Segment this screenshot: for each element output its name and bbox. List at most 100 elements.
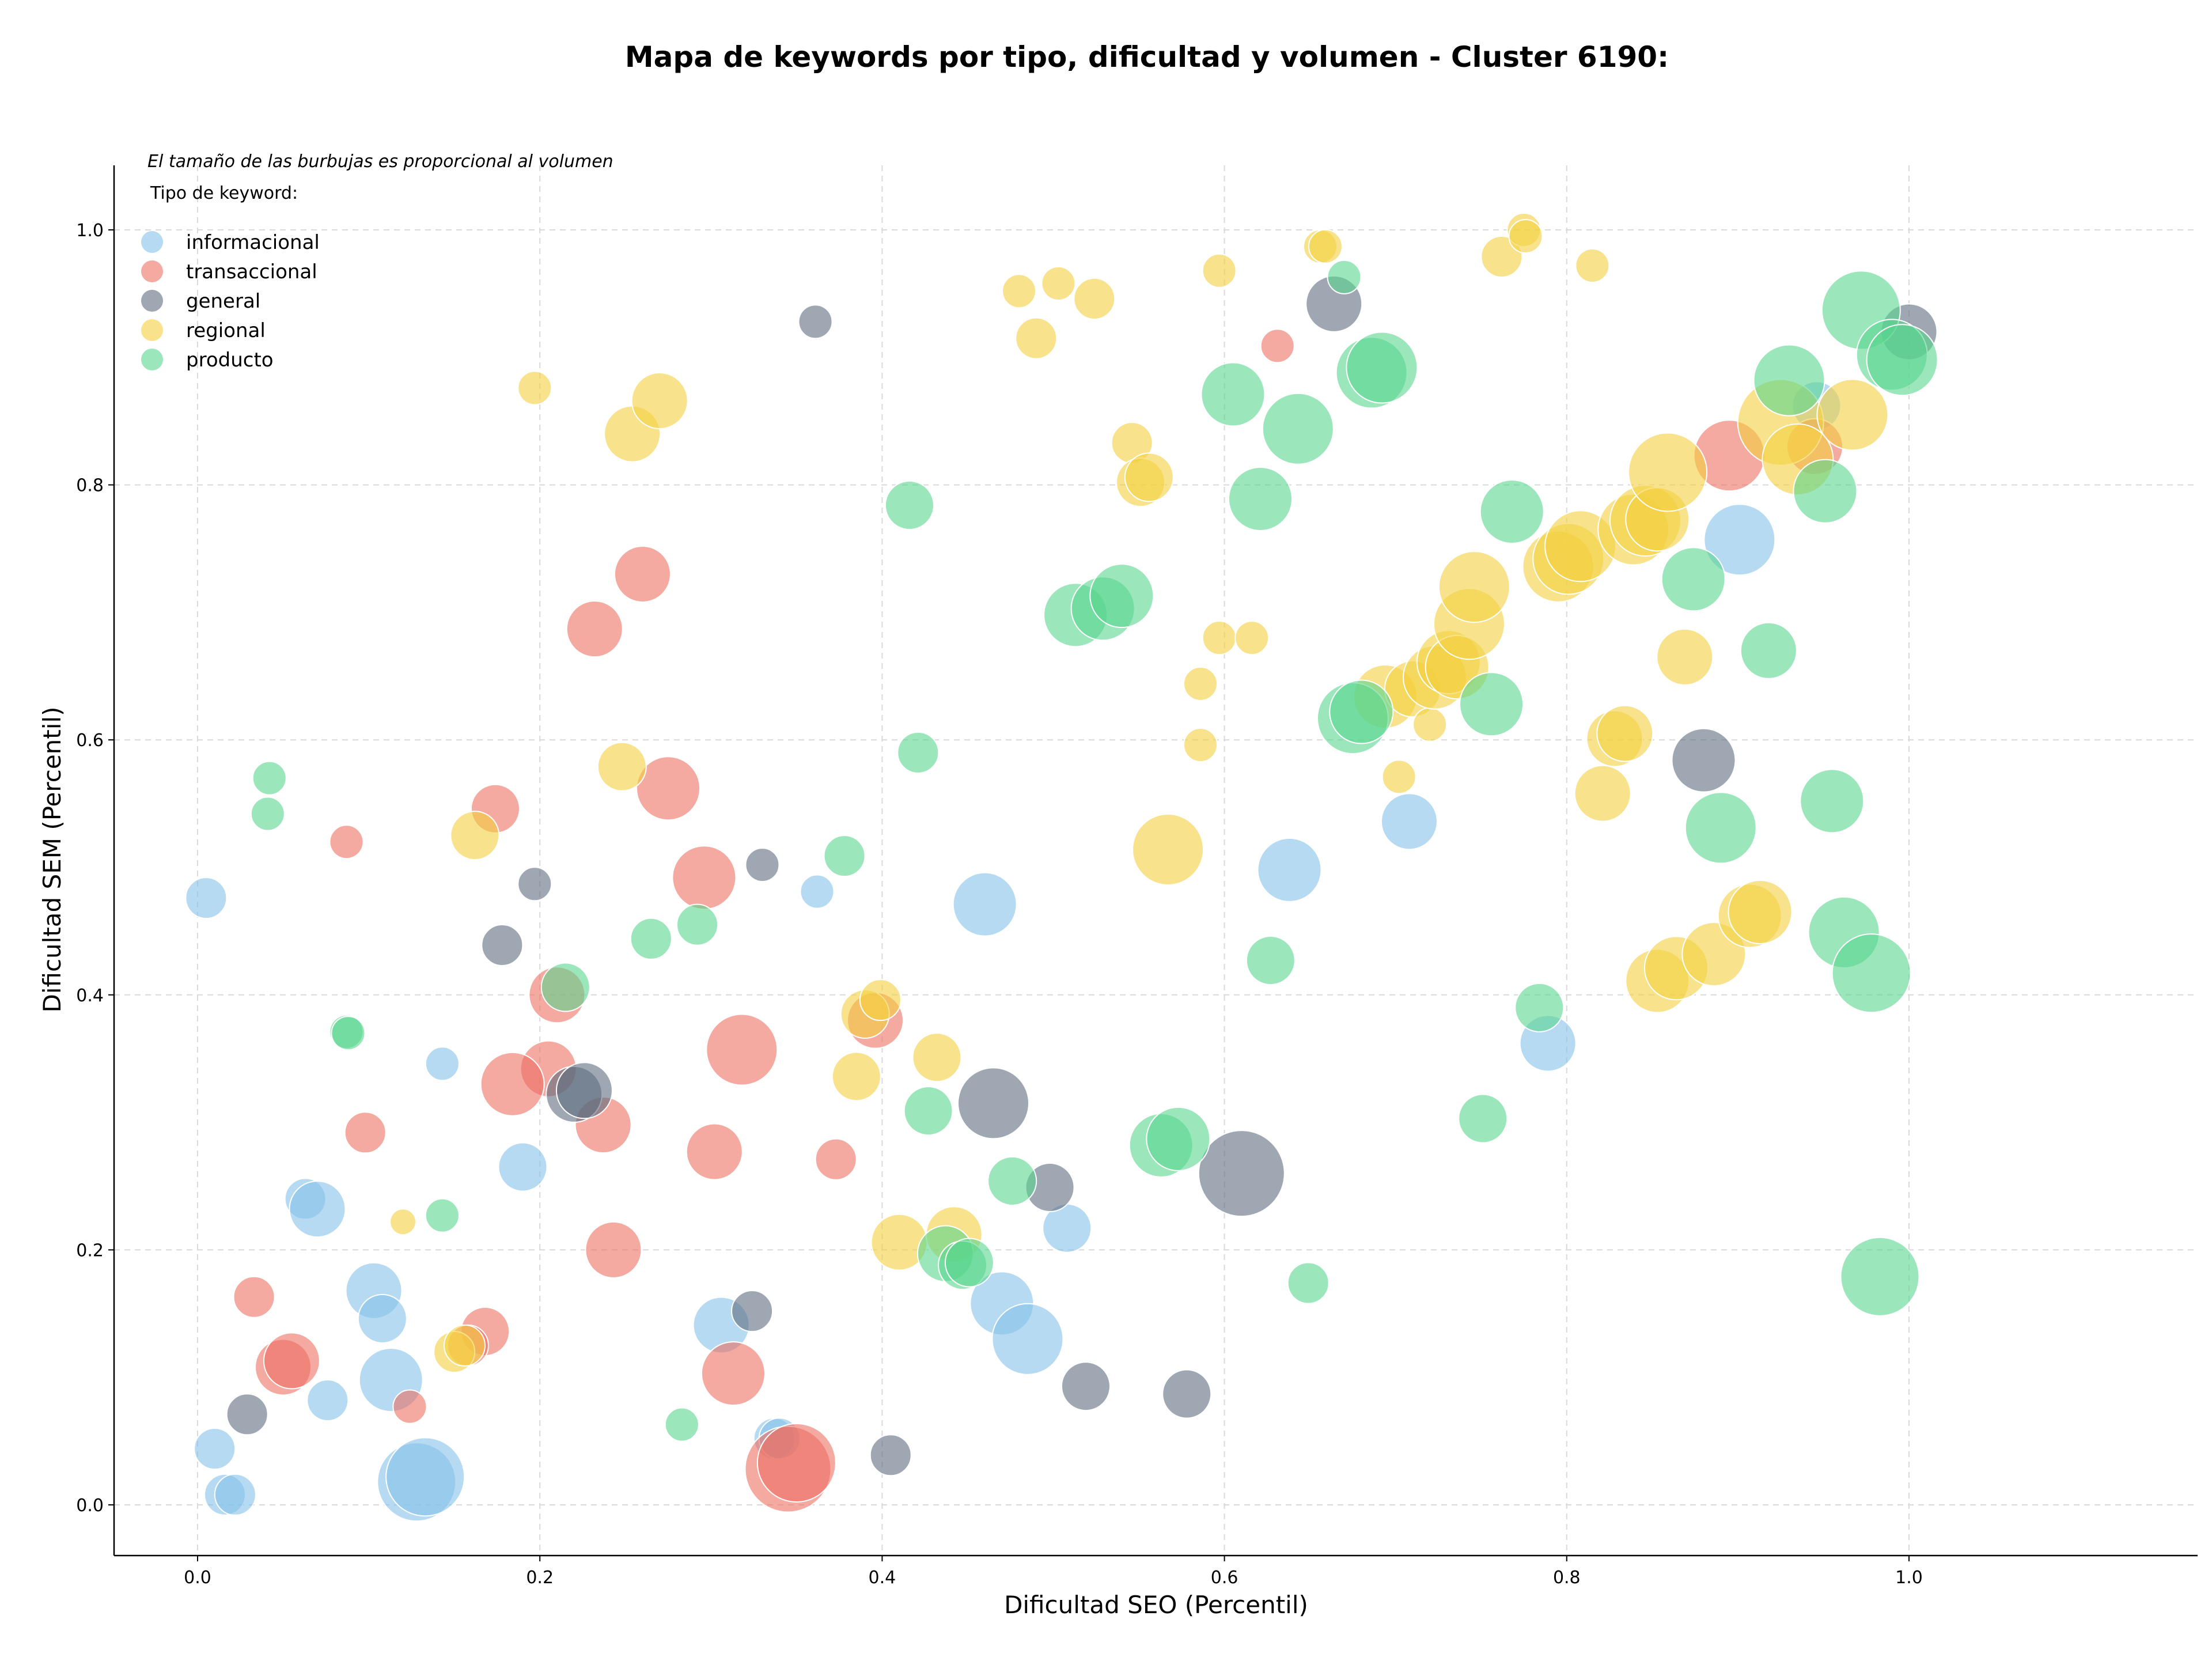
bubble-producto [630, 917, 672, 960]
bubble-general [798, 304, 833, 339]
bubble-transaccional [566, 600, 623, 658]
bubble-regional [1574, 765, 1631, 822]
bubble-regional [597, 741, 647, 792]
bubble-regional [1015, 317, 1058, 360]
bubble-general [517, 867, 552, 902]
bubble-informacional [357, 1293, 407, 1344]
bubble-transaccional [685, 1123, 743, 1181]
bubble-producto [1245, 936, 1296, 986]
bubble-transaccional [672, 845, 737, 910]
bubble-regional [1183, 728, 1218, 763]
legend-title: Tipo de keyword: [150, 183, 298, 203]
bubble-informacional [498, 1142, 548, 1192]
bubble-producto [1514, 982, 1565, 1032]
bubble-regional [1575, 248, 1610, 283]
bubble-transaccional [263, 1332, 320, 1390]
bubble-transaccional [392, 1389, 427, 1424]
bubble-regional [859, 979, 902, 1021]
bubble-producto [884, 480, 934, 531]
legend-marker-transaccional [141, 260, 163, 282]
bubble-producto [676, 903, 719, 946]
legend-label-general: general [186, 290, 260, 313]
bubble-informacional [952, 872, 1017, 937]
bubble-producto [252, 760, 287, 796]
bubble-transaccional [344, 1111, 387, 1154]
bubble-general [1060, 1361, 1111, 1412]
bubble-regional [1381, 759, 1416, 794]
y-tick-label: 1.0 [76, 221, 104, 241]
bubble-producto [987, 1156, 1037, 1206]
bubble-transaccional [329, 824, 364, 860]
bubble-producto [331, 1016, 366, 1051]
bubble-regional [831, 1051, 881, 1102]
bubble-informacional [194, 1428, 236, 1470]
x-tick-label: 0.6 [1211, 1568, 1238, 1588]
bubble-transaccional [480, 1051, 545, 1117]
bubble-regional [1412, 707, 1448, 742]
bubble-regional [1183, 666, 1218, 701]
bubble-regional [1728, 879, 1793, 944]
bubble-layer [185, 213, 1938, 1522]
bubble-regional [912, 1032, 962, 1083]
bubble-informacional [385, 1437, 465, 1517]
bubble-informacional [214, 1473, 256, 1516]
bubble-informacional [289, 1181, 346, 1238]
bubble-transaccional [706, 1013, 778, 1086]
bubble-regional [1628, 432, 1708, 512]
bubble-regional [1073, 278, 1116, 320]
bubble-producto [425, 1198, 460, 1233]
x-tick-label: 0.2 [526, 1568, 554, 1588]
bubble-general [555, 1062, 613, 1119]
y-tick-label: 0.8 [76, 476, 104, 496]
bubble-producto [823, 835, 866, 877]
bubble-informacional [185, 877, 228, 920]
bubble-regional [1816, 379, 1889, 451]
bubble-producto [1866, 324, 1938, 396]
bubble-regional [1508, 219, 1543, 254]
bubble-producto [1228, 466, 1293, 531]
bubble-regional [389, 1208, 417, 1236]
legend-label-regional: regional [186, 319, 266, 342]
bubble-general [1198, 1130, 1285, 1217]
x-axis-label: Dificultad SEO (Percentil) [1004, 1591, 1308, 1619]
bubble-producto [664, 1407, 699, 1442]
bubble-producto [1753, 344, 1825, 417]
bubble-general [869, 1434, 912, 1477]
bubble-producto [1459, 672, 1524, 737]
bubble-regional [1002, 274, 1037, 309]
bubble-regional [443, 1324, 486, 1367]
bubble-general [731, 1290, 774, 1333]
bubble-producto [1684, 792, 1757, 864]
bubble-producto [1200, 362, 1266, 427]
bubble-regional [1308, 229, 1343, 264]
bubble-informacional [306, 1379, 349, 1422]
bubble-general [481, 924, 524, 966]
bubble-transaccional [636, 756, 701, 821]
x-tick-label: 0.4 [869, 1568, 896, 1588]
bubble-producto [1840, 1236, 1920, 1316]
x-tick-label: 0.0 [184, 1568, 211, 1588]
bubble-producto [540, 962, 590, 1012]
y-axis-label: Dificultad SEM (Percentil) [38, 707, 66, 1013]
bubble-producto [1089, 563, 1154, 629]
bubble-producto [944, 1238, 994, 1288]
bubble-producto [897, 731, 940, 774]
bubble-regional [1124, 452, 1174, 502]
bubble-regional [1438, 551, 1510, 623]
y-tick-label: 0.0 [76, 1496, 104, 1516]
bubble-producto [1661, 547, 1726, 612]
bubble-producto [1146, 1106, 1211, 1171]
bubble-transaccional [233, 1276, 275, 1318]
bubble-informacional [1257, 837, 1322, 902]
bubble-producto [1740, 622, 1797, 679]
bubble-transaccional [613, 546, 671, 603]
legend-label-informacional: informacional [186, 231, 320, 254]
y-tick-label: 0.4 [76, 986, 104, 1006]
bubble-general [226, 1393, 268, 1436]
ticks: 0.0 0.2 0.4 0.6 0.8 1.0 0.0 0.2 0.4 0.6 0.8 1.0 [76, 221, 1923, 1588]
bubble-informacional [1380, 793, 1438, 850]
bubble-transaccional [756, 1422, 836, 1503]
bubble-general [1162, 1369, 1212, 1419]
bubble-transaccional [585, 1221, 642, 1278]
